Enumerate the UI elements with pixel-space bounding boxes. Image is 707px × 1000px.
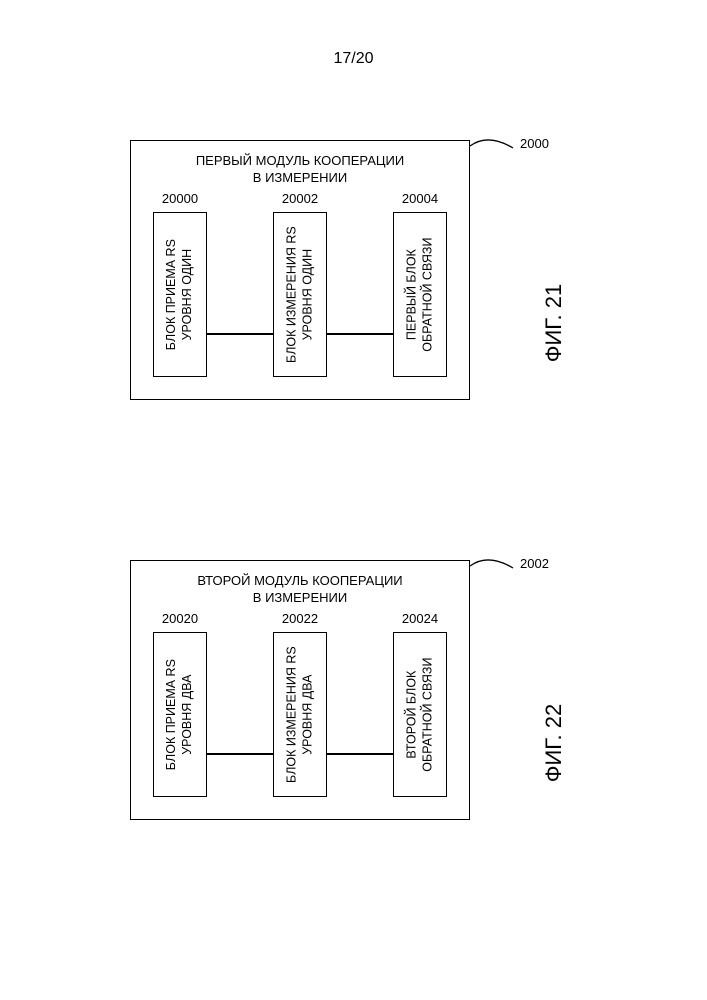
text-line: БЛОК ПРИЕМА RS xyxy=(164,239,178,350)
module-title-2: ВТОРОЙ МОДУЛЬ КООПЕРАЦИИ В ИЗМЕРЕНИИ xyxy=(153,573,447,607)
module-ref-1: 2000 xyxy=(520,136,549,151)
figure-caption-22: ФИГ. 22 xyxy=(541,704,567,782)
title-line: В ИЗМЕРЕНИИ xyxy=(253,170,347,185)
text-line: УРОВНЯ ДВА xyxy=(300,674,314,754)
block-ref: 20000 xyxy=(162,191,198,206)
connector xyxy=(327,333,393,335)
block-ref: 20002 xyxy=(282,191,318,206)
block-text: БЛОК ИЗМЕРЕНИЯ RS УРОВНЯ ДВА xyxy=(284,646,315,783)
figure-22-group: ВТОРОЙ МОДУЛЬ КООПЕРАЦИИ В ИЗМЕРЕНИИ 200… xyxy=(130,560,470,820)
module-box-1: ПЕРВЫЙ МОДУЛЬ КООПЕРАЦИИ В ИЗМЕРЕНИИ 200… xyxy=(130,140,470,400)
module-ref-2: 2002 xyxy=(520,556,549,571)
block-ref: 20020 xyxy=(162,611,198,626)
callout-curve xyxy=(468,138,528,178)
block: ПЕРВЫЙ БЛОК ОБРАТНОЙ СВЯЗИ xyxy=(393,212,447,377)
block-row: 20020 БЛОК ПРИЕМА RS УРОВНЯ ДВА 20022 БЛ… xyxy=(153,611,447,797)
block-text: БЛОК ПРИЕМА RS УРОВНЯ ДВА xyxy=(164,659,195,770)
block-col: 20020 БЛОК ПРИЕМА RS УРОВНЯ ДВА xyxy=(153,611,207,797)
figure-caption-21: ФИГ. 21 xyxy=(541,284,567,362)
text-line: ОБРАТНОЙ СВЯЗИ xyxy=(420,237,434,351)
block-col: 20024 ВТОРОЙ БЛОК ОБРАТНОЙ СВЯЗИ xyxy=(393,611,447,797)
block-text: ВТОРОЙ БЛОК ОБРАТНОЙ СВЯЗИ xyxy=(404,657,435,771)
block: БЛОК ИЗМЕРЕНИЯ RS УРОВНЯ ОДИН xyxy=(273,212,327,377)
block: БЛОК ПРИЕМА RS УРОВНЯ ОДИН xyxy=(153,212,207,377)
block: БЛОК ИЗМЕРЕНИЯ RS УРОВНЯ ДВА xyxy=(273,632,327,797)
text-line: БЛОК ПРИЕМА RS xyxy=(164,659,178,770)
text-line: ПЕРВЫЙ БЛОК xyxy=(404,249,418,340)
block-col: 20000 БЛОК ПРИЕМА RS УРОВНЯ ОДИН xyxy=(153,191,207,377)
connector xyxy=(207,333,273,335)
title-line: ВТОРОЙ МОДУЛЬ КООПЕРАЦИИ xyxy=(197,573,402,588)
block-row: 20000 БЛОК ПРИЕМА RS УРОВНЯ ОДИН 20002 Б… xyxy=(153,191,447,377)
page-number: 17/20 xyxy=(333,50,373,68)
block-text: БЛОК ПРИЕМА RS УРОВНЯ ОДИН xyxy=(164,239,195,350)
block-text: ПЕРВЫЙ БЛОК ОБРАТНОЙ СВЯЗИ xyxy=(404,237,435,351)
block: БЛОК ПРИЕМА RS УРОВНЯ ДВА xyxy=(153,632,207,797)
title-line: В ИЗМЕРЕНИИ xyxy=(253,590,347,605)
callout-curve xyxy=(468,558,528,598)
text-line: ОБРАТНОЙ СВЯЗИ xyxy=(420,657,434,771)
connector xyxy=(327,753,393,755)
block: ВТОРОЙ БЛОК ОБРАТНОЙ СВЯЗИ xyxy=(393,632,447,797)
text-line: УРОВНЯ ОДИН xyxy=(300,249,314,341)
module-box-2: ВТОРОЙ МОДУЛЬ КООПЕРАЦИИ В ИЗМЕРЕНИИ 200… xyxy=(130,560,470,820)
block-col: 20002 БЛОК ИЗМЕРЕНИЯ RS УРОВНЯ ОДИН xyxy=(273,191,327,377)
text-line: УРОВНЯ ОДИН xyxy=(180,249,194,341)
connector xyxy=(207,753,273,755)
figure-21-group: ПЕРВЫЙ МОДУЛЬ КООПЕРАЦИИ В ИЗМЕРЕНИИ 200… xyxy=(130,140,470,400)
text-line: БЛОК ИЗМЕРЕНИЯ RS xyxy=(284,226,298,363)
text-line: УРОВНЯ ДВА xyxy=(180,674,194,754)
block-ref: 20024 xyxy=(402,611,438,626)
block-text: БЛОК ИЗМЕРЕНИЯ RS УРОВНЯ ОДИН xyxy=(284,226,315,363)
text-line: ВТОРОЙ БЛОК xyxy=(404,670,418,758)
module-title-1: ПЕРВЫЙ МОДУЛЬ КООПЕРАЦИИ В ИЗМЕРЕНИИ xyxy=(153,153,447,187)
block-ref: 20004 xyxy=(402,191,438,206)
text-line: БЛОК ИЗМЕРЕНИЯ RS xyxy=(284,646,298,783)
block-col: 20022 БЛОК ИЗМЕРЕНИЯ RS УРОВНЯ ДВА xyxy=(273,611,327,797)
block-ref: 20022 xyxy=(282,611,318,626)
title-line: ПЕРВЫЙ МОДУЛЬ КООПЕРАЦИИ xyxy=(196,153,404,168)
block-col: 20004 ПЕРВЫЙ БЛОК ОБРАТНОЙ СВЯЗИ xyxy=(393,191,447,377)
